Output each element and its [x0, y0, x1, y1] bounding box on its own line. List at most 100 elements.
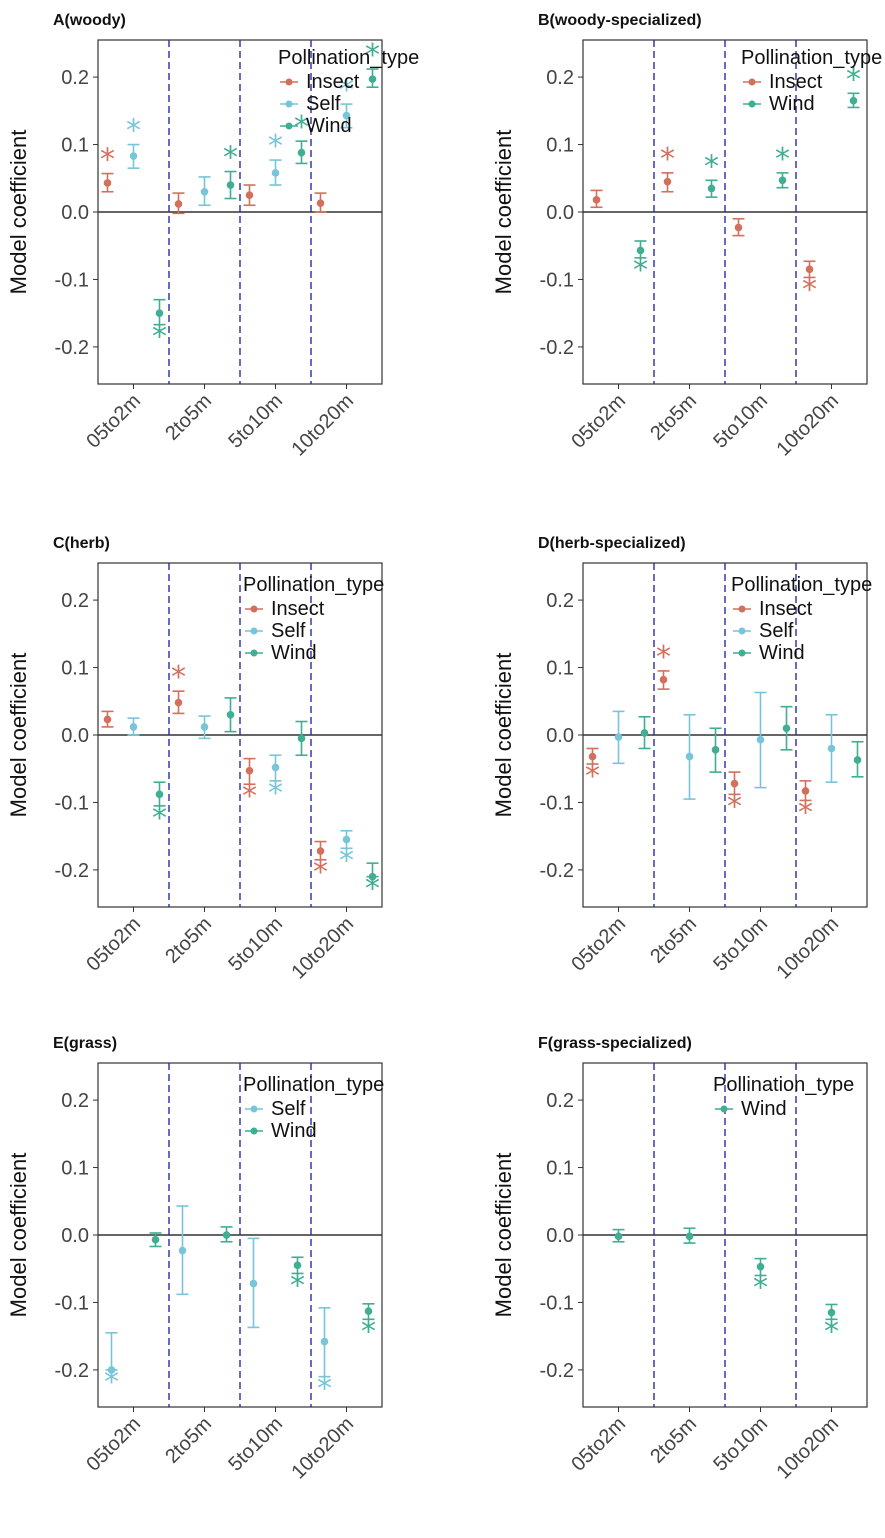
y-tick-label: 0.2: [61, 590, 89, 612]
legend-key-point: [285, 100, 293, 108]
series-wind: [638, 705, 864, 778]
y-axis-title: Model coefficient: [6, 130, 31, 295]
data-point: [226, 181, 235, 189]
legend-key-point: [720, 1105, 728, 1113]
legend-label: Self: [306, 93, 341, 115]
x-tick-label: 2to5m: [161, 913, 216, 968]
data-point: [316, 199, 325, 208]
legend-key-point: [250, 627, 258, 635]
data-point: [316, 847, 325, 855]
significance-star: *: [361, 1314, 376, 1349]
significance-star: *: [753, 1270, 768, 1305]
data-point: [364, 1307, 373, 1316]
data-point: [782, 724, 791, 733]
x-tick-label: 2to5m: [646, 1413, 701, 1468]
panel-title: C(herb): [53, 535, 110, 552]
legend-label: Insect: [769, 71, 823, 93]
y-tick-label: 0.2: [61, 67, 89, 89]
y-tick-label: -0.1: [540, 792, 574, 814]
data-point: [129, 723, 138, 731]
data-point: [592, 196, 601, 204]
significance-star: *: [339, 843, 354, 878]
y-tick-label: 0.0: [546, 725, 574, 747]
significance-star: *: [824, 1314, 839, 1349]
series-self: [612, 691, 838, 800]
x-tick-label: 05to2m: [82, 390, 145, 453]
y-tick-label: 0.1: [61, 135, 89, 157]
x-tick-label: 10to20m: [772, 390, 843, 461]
y-tick-label: -0.2: [55, 1360, 89, 1382]
series-wind: * * * *: [152, 38, 380, 355]
data-point: [685, 1232, 694, 1241]
y-tick-label: 0.2: [61, 1090, 89, 1112]
panel-6: F(grass-specialized) 0.2 0.1 0.0 -0.1 -0.2 Mod…: [491, 1035, 868, 1484]
data-point: [249, 1279, 258, 1288]
significance-star: *: [294, 110, 309, 145]
y-tick-label: 0.1: [546, 135, 574, 157]
y-tick-label: 0.0: [61, 725, 89, 747]
data-point: [342, 835, 351, 844]
legend-key-point: [738, 649, 746, 657]
significance-star: *: [775, 142, 790, 177]
x-tick-label: 10to20m: [772, 913, 843, 984]
x-tick-label: 5to10m: [224, 390, 287, 453]
data-point: [827, 1308, 836, 1317]
significance-star: *: [798, 795, 813, 830]
significance-star: *: [223, 141, 238, 176]
data-point: [297, 734, 306, 743]
y-tick-label: 0.1: [61, 658, 89, 680]
y-tick-label: 0.2: [546, 590, 574, 612]
significance-star: *: [317, 1372, 332, 1407]
panel-5: E(grass) 0.2 0.1 0.0 -0.1 -0.2 Model coefficie…: [6, 1035, 384, 1484]
data-point: [103, 715, 112, 724]
data-point: [827, 744, 836, 753]
data-point: [320, 1337, 329, 1346]
x-tick-label: 2to5m: [161, 1413, 216, 1468]
significance-star: *: [365, 872, 380, 907]
significance-star: *: [268, 776, 283, 811]
data-point: [200, 723, 209, 731]
data-point: [174, 200, 183, 208]
x-tick-label: 05to2m: [567, 913, 630, 976]
panel-title: A(woody): [53, 12, 126, 29]
data-point: [588, 752, 597, 761]
legend-key-point: [738, 605, 746, 613]
y-axis-title: Model coefficient: [6, 653, 31, 818]
legend-key-point: [250, 1127, 258, 1135]
y-tick-label: -0.1: [55, 1292, 89, 1314]
data-point: [245, 766, 254, 775]
data-point: [271, 763, 280, 772]
legend-title: Pollination_type: [731, 574, 872, 596]
legend-title: Pollination_type: [713, 1074, 854, 1096]
x-tick-label: 2to5m: [646, 913, 701, 968]
panel-title: D(herb-specialized): [538, 535, 686, 552]
legend-title: Pollination_type: [278, 47, 419, 69]
y-tick-label: 0.1: [546, 658, 574, 680]
legend-label: Insect: [271, 598, 325, 620]
significance-star: *: [365, 38, 380, 73]
legend-label: Insect: [759, 598, 813, 620]
significance-star: *: [633, 253, 648, 288]
data-point: [730, 779, 739, 788]
y-tick-label: -0.1: [540, 1292, 574, 1314]
x-tick-label: 5to10m: [709, 913, 772, 976]
y-tick-label: -0.2: [540, 1360, 574, 1382]
data-point: [778, 176, 787, 185]
series-self: **: [127, 715, 354, 878]
significance-star: *: [660, 142, 675, 177]
legend-key-point: [250, 605, 258, 613]
x-tick-label: 05to2m: [567, 1413, 630, 1476]
x-tick-label: 2to5m: [646, 390, 701, 445]
legend-key-point: [285, 78, 293, 86]
series-insect: **: [590, 142, 817, 307]
data-point: [200, 187, 209, 196]
series-insect: *: [100, 143, 327, 215]
y-tick-label: 0.0: [546, 202, 574, 224]
legend-key-point: [748, 100, 756, 108]
series-wind: **: [612, 1227, 839, 1349]
data-point: [271, 169, 280, 177]
x-tick-label: 10to20m: [287, 390, 358, 461]
